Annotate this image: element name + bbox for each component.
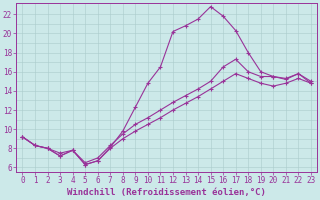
X-axis label: Windchill (Refroidissement éolien,°C): Windchill (Refroidissement éolien,°C) [67, 188, 266, 197]
